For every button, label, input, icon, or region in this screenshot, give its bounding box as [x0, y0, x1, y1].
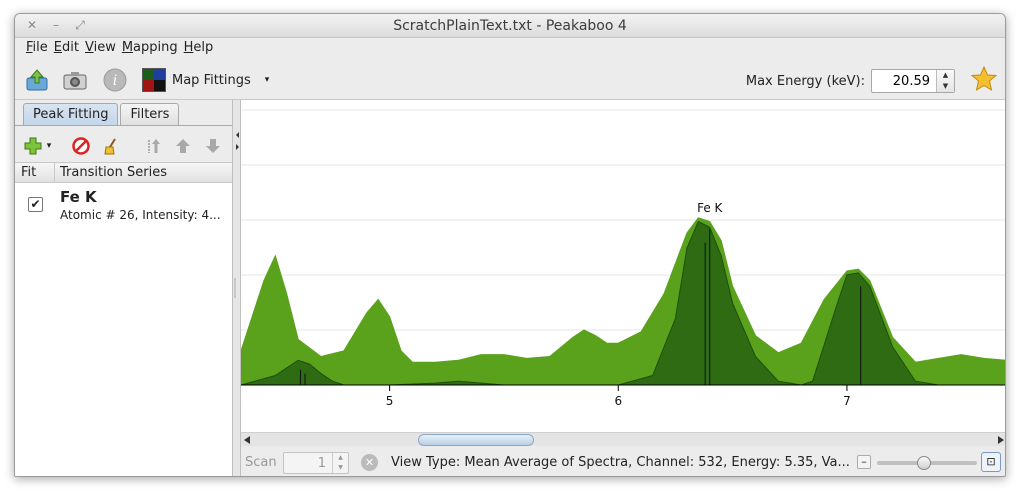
column-fit[interactable]: Fit [21, 165, 37, 180]
map-fittings-button[interactable]: Map Fittings ▾ [142, 68, 269, 92]
fit-area [240, 220, 1005, 386]
add-fitting-button[interactable] [23, 136, 43, 156]
move-down-button[interactable] [203, 136, 223, 156]
map-fittings-dropdown-icon[interactable]: ▾ [264, 75, 270, 85]
table-row[interactable]: ✔ Fe K Atomic # 26, Intensity: 4... [15, 183, 232, 225]
remove-icon [72, 137, 90, 155]
menu-help[interactable]: Help [183, 40, 214, 55]
spectrum-plot[interactable]: 5 6 7 Fe K [240, 100, 1005, 434]
zoom-fit-button[interactable]: ⊡ [981, 452, 1001, 472]
map-fittings-label: Map Fittings [172, 72, 251, 88]
tab-divider [15, 125, 232, 126]
max-energy-spinner[interactable]: ▲▼ [871, 69, 955, 93]
scan-spinner[interactable]: 1 ▲ ▼ [283, 452, 349, 474]
menu-bar: File Edit View Mapping Help [15, 38, 1005, 58]
menu-file[interactable]: File [26, 40, 48, 55]
move-up-button[interactable] [173, 136, 193, 156]
move-up-icon [176, 139, 190, 153]
sort-icon [148, 139, 160, 153]
map-icon [142, 68, 166, 92]
tab-filters[interactable]: Filters [120, 103, 180, 125]
zoom-slider[interactable] [877, 456, 977, 470]
scrollbar-thumb[interactable] [418, 434, 534, 446]
status-bar: Scan 1 ▲ ▼ ✕ View Type: Mean Average of S… [241, 448, 1005, 476]
open-data-button[interactable] [23, 66, 51, 94]
zoom-slider-knob[interactable] [916, 456, 931, 470]
zoom-out-button[interactable]: – [857, 455, 871, 469]
clear-scan-button[interactable]: ✕ [361, 454, 378, 471]
menu-edit[interactable]: Edit [53, 40, 79, 55]
row-title: Fe K [60, 188, 97, 206]
spectrum-chart: 5 6 7 Fe K [240, 109, 1005, 408]
max-energy-input[interactable] [872, 70, 934, 92]
favorite-button[interactable] [970, 65, 998, 92]
add-icon [24, 137, 42, 155]
max-energy-spin-arrows-icon[interactable]: ▲ ▼ [936, 70, 954, 92]
map-color-2 [154, 69, 165, 80]
map-color-4 [154, 80, 165, 91]
spectrum-area [240, 217, 1005, 386]
menu-view[interactable]: View [84, 40, 116, 55]
splitter-arrows-icon [234, 132, 239, 298]
plot-scrollbar[interactable] [241, 432, 1005, 446]
fittings-table: ✔ Fe K Atomic # 26, Intensity: 4... [15, 183, 232, 476]
open-data-icon [26, 69, 48, 91]
clear-icon [104, 138, 116, 155]
row-subtitle: Atomic # 26, Intensity: 4... [60, 208, 221, 222]
window-title: ScratchPlainText.txt - Peakaboo 4 [393, 18, 627, 34]
scroll-arrows-icon [244, 436, 1004, 444]
scan-value[interactable]: 1 [317, 456, 326, 471]
info-icon: i [103, 68, 127, 92]
maximize-window-button[interactable]: ⤢ [75, 18, 85, 32]
sort-fittings-button[interactable] [143, 136, 163, 156]
screenshot-button[interactable] [61, 66, 89, 94]
fit-checkbox[interactable]: ✔ [28, 197, 43, 212]
fitting-toolbar: ▾ [15, 130, 232, 160]
minimize-window-button[interactable]: – [53, 18, 59, 32]
max-energy-control: Max Energy (keV): ▲▼ [746, 69, 955, 93]
move-down-icon [206, 139, 220, 153]
fittings-table-header: Fit Transition Series [15, 162, 232, 183]
remove-fitting-button[interactable] [71, 136, 91, 156]
max-energy-label: Max Energy (keV): [745, 73, 865, 89]
panel-splitter[interactable] [233, 100, 241, 476]
column-transition-series[interactable]: Transition Series [60, 165, 167, 180]
close-window-button[interactable]: ✕ [26, 18, 38, 32]
peak-annotation-label: Fe K [697, 201, 723, 215]
fitting-panel: Peak Fitting Filters ▾ [15, 100, 233, 476]
menu-mapping[interactable]: Mapping [121, 40, 178, 55]
scan-label: Scan [245, 455, 277, 470]
camera-icon [63, 72, 87, 90]
svg-text:i: i [113, 73, 117, 89]
app-window: ✕ – ⤢ ScratchPlainText.txt - Peakaboo 4 … [14, 13, 1006, 477]
x-tick-label: 7 [843, 394, 851, 408]
x-tick-label: 6 [614, 394, 622, 408]
x-tick-label: 5 [386, 394, 394, 408]
star-icon [970, 65, 998, 92]
status-text: View Type: Mean Average of Spectra, Chan… [391, 455, 849, 470]
add-fitting-dropdown-icon[interactable]: ▾ [46, 141, 52, 151]
clear-fittings-button[interactable] [101, 136, 121, 156]
tab-peak-fitting[interactable]: Peak Fitting [23, 103, 119, 125]
main-toolbar: i Map Fittings ▾ Max Energy (keV): ▲▼ [15, 60, 1005, 100]
map-color-1 [143, 69, 154, 80]
title-bar: ✕ – ⤢ ScratchPlainText.txt - Peakaboo 4 [15, 14, 1005, 38]
map-color-3 [143, 80, 154, 91]
info-button[interactable]: i [101, 66, 129, 94]
scan-spin-arrows-icon[interactable]: ▲ ▼ [332, 453, 348, 473]
